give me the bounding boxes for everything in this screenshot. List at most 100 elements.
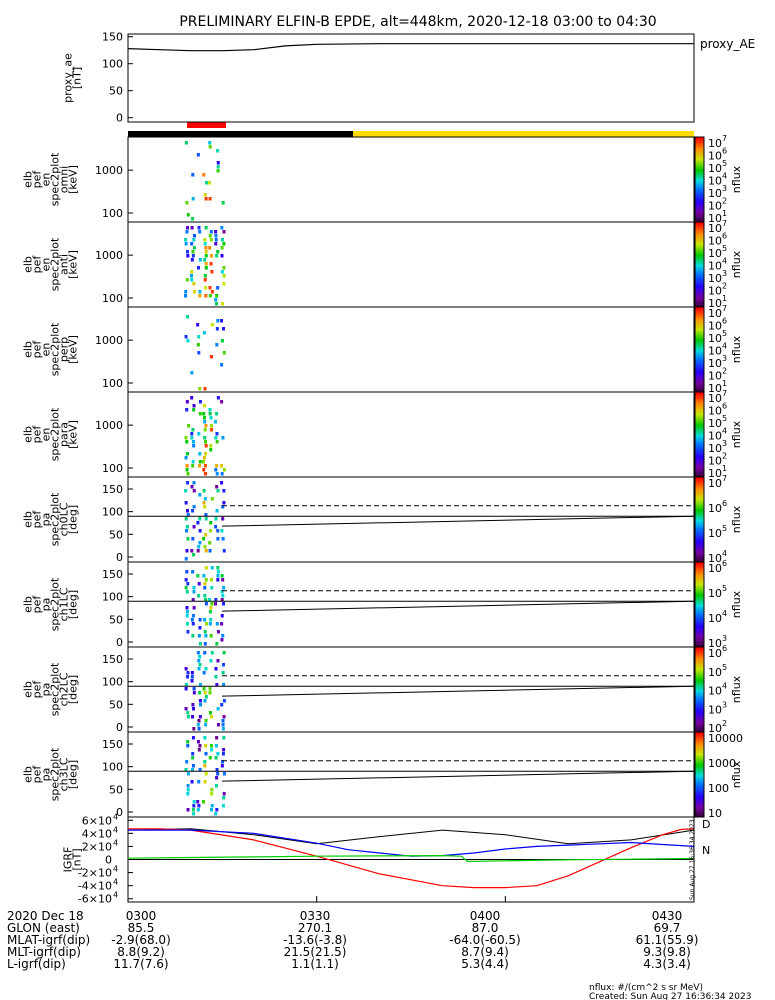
spectrogram-pixel [204, 719, 208, 723]
colorbar-step [695, 300, 704, 304]
colorbar-step [695, 464, 704, 467]
colorbar-step [695, 409, 704, 412]
colorbar-step [695, 330, 704, 333]
spectrogram-pixel [191, 707, 195, 711]
panel-ylabel-line: pef [31, 425, 44, 444]
spectrogram-pixel [209, 606, 213, 610]
spectrogram-pixel [202, 173, 206, 177]
spectrogram-pixel [204, 752, 208, 756]
panel-ylabel-line: [keV] [67, 165, 80, 194]
spectrogram-pixel [196, 800, 200, 804]
spectrogram-pixel [197, 335, 201, 339]
ytick-label: 2×10 [82, 840, 112, 853]
colorbar-tick: 10 [708, 200, 722, 213]
colorbar-tick: 100 [708, 782, 729, 795]
colorbar-step [695, 262, 704, 265]
colorbar-step [695, 538, 704, 542]
colorbar-step [695, 196, 704, 200]
panel-ylabel-line: spec2plot [49, 237, 62, 291]
colorbar-step [695, 394, 704, 397]
colorbar-step [695, 160, 704, 163]
spectrogram-pixel [186, 740, 190, 744]
colorbar-step [695, 179, 704, 183]
figure-title: PRELIMINARY ELFIN-B EPDE, alt=448km, 202… [179, 14, 656, 30]
spectrogram-pixel [214, 238, 218, 242]
spectrogram-pixel [190, 671, 194, 675]
colorbar-step [695, 287, 704, 291]
colorbar-tick-exponent: 5 [722, 584, 727, 593]
spectrogram-pixel [184, 501, 188, 505]
loss-cone-line [221, 685, 695, 697]
colorbar-step [695, 591, 704, 595]
spectrogram-pixel [220, 363, 224, 367]
spectrogram-pixel [190, 780, 194, 784]
colorbar-step [695, 719, 704, 722]
colorbar-tick: 10 [708, 647, 722, 660]
spectrogram-pixel [198, 541, 202, 545]
spectrogram-pixel [221, 723, 225, 727]
spectrogram-pixel [204, 517, 208, 521]
colorbar-tick: 10 [708, 703, 722, 716]
orbit-row-value: 8.7(9.4) [461, 945, 509, 959]
colorbar-step [695, 239, 704, 242]
spectrogram-pixel [220, 339, 224, 343]
colorbar-step [695, 440, 704, 444]
spectrogram-pixel [202, 460, 206, 464]
colorbar-step [695, 506, 704, 510]
colorbar-tick-exponent: 5 [722, 329, 727, 338]
colorbar-step [695, 791, 704, 795]
spectrogram-pixel [186, 254, 190, 258]
colorbar-step [695, 525, 704, 529]
colorbar-tick: 10 [708, 467, 722, 480]
colorbar-step [695, 674, 704, 678]
colorbar-step [695, 358, 704, 361]
spectrogram-pixel [198, 691, 202, 695]
colorbar-tick-exponent: 6 [722, 499, 727, 508]
spectrogram-pixel [221, 436, 225, 440]
colorbar-step [695, 343, 704, 346]
colorbar-tick: 10 [708, 357, 722, 370]
panel-ylabel-line: spec2plot [49, 492, 62, 546]
spectrogram-pixel [220, 246, 224, 250]
colorbar-tick-exponent: 1 [722, 379, 727, 388]
spectrogram-pixel [185, 570, 189, 574]
spectrogram-pixel [220, 464, 224, 468]
spectrogram-pixel [198, 452, 202, 456]
proxy-ae-legend: proxy_AE [700, 37, 755, 51]
colorbar-step [695, 234, 704, 238]
panel-ylabel-line: spec2plot [49, 662, 62, 716]
colorbar-step [695, 606, 704, 610]
loss-cone-line [221, 600, 695, 612]
spectrogram-pixel [220, 598, 224, 602]
panel-10: IGRF[nT]-6×10 4-4×10 4-2×10 402×10 44×10 46×1… [62, 812, 711, 905]
spectrogram-pixel [196, 343, 200, 347]
spectrogram-pixel [216, 630, 220, 634]
colorbar-tick-exponent: 3 [722, 184, 727, 193]
colorbar-step [695, 634, 704, 637]
colorbar-step [695, 723, 704, 727]
spectrogram-pixel [198, 294, 202, 298]
colorbar-step [695, 175, 704, 178]
colorbar-step [695, 211, 704, 214]
colorbar-step [695, 498, 704, 501]
panel-ylabel-line: spec2plot [49, 577, 62, 631]
colorbar-tick: 10 [708, 392, 722, 405]
colorbar-step [695, 151, 704, 155]
colorbar-step [695, 687, 704, 690]
orbit-row-value: 21.5(21.5) [284, 945, 347, 959]
colorbar-step [695, 279, 704, 282]
spectrogram-pixel [215, 768, 219, 772]
colorbar-step [695, 417, 704, 421]
colorbar-tick: 10 [708, 332, 722, 345]
spectrogram-pixel [203, 642, 207, 646]
legend-d: D [702, 818, 710, 831]
colorbar-step [695, 215, 704, 219]
spectrogram-pixel [202, 537, 206, 541]
colorbar-step [695, 294, 704, 297]
spectrogram-pixel [204, 452, 208, 456]
colorbar-tick: 10 [708, 527, 722, 540]
spectrogram-pixel [197, 582, 201, 586]
colorbar-tick-exponent: 4 [722, 427, 727, 436]
spectrogram-pixel [192, 408, 196, 412]
spectrogram-pixel [221, 578, 225, 582]
